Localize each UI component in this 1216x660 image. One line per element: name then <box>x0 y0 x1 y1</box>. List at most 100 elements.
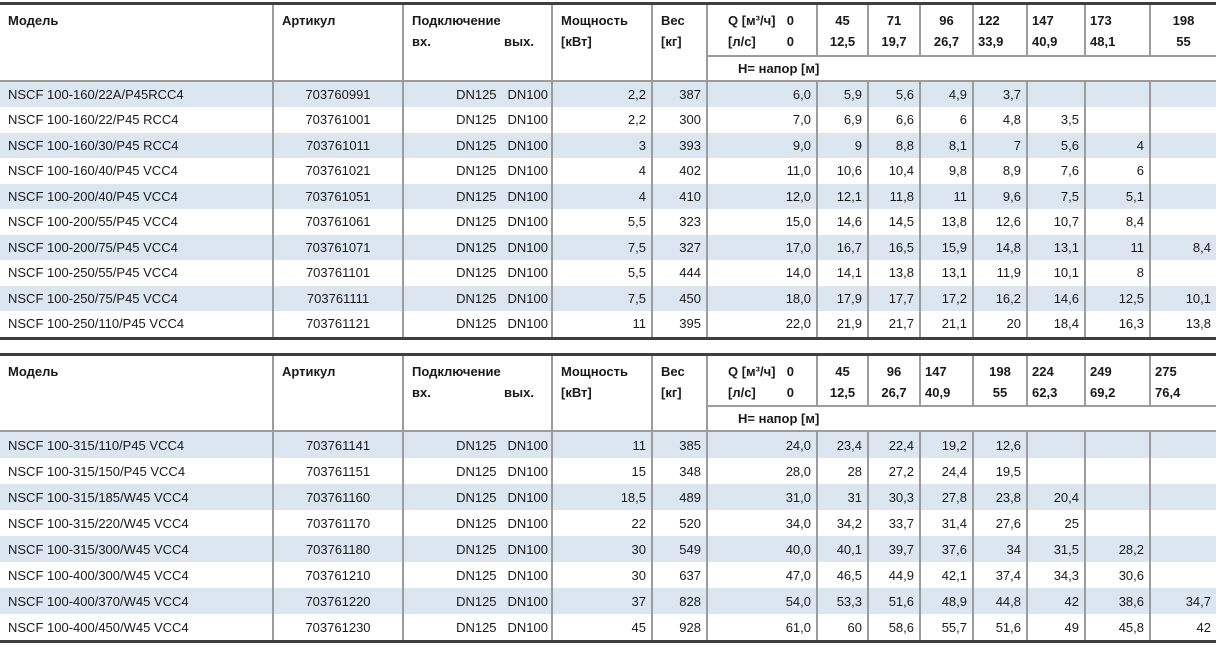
head-value-cell: 19,2 <box>920 431 974 458</box>
power-cell: 5,5 <box>552 260 653 286</box>
connection-outlet-label: вых. <box>504 384 534 400</box>
head-value-cell: 48,9 <box>920 588 974 614</box>
head-value-cell: 11,9 <box>973 260 1028 286</box>
dn-outlet-value: DN100 <box>507 541 548 557</box>
flow-ls-label: [л/с] <box>728 384 756 400</box>
pump-spec-table-2: Модель Артикул Подключение вх. вых. Мощно… <box>0 352 1216 643</box>
connection-cell: DN125 DN100 <box>403 588 553 614</box>
flow-m3h-value: 45 <box>835 13 850 28</box>
flow-column-header: Q [м³/ч] 0 [л/с] 0 <box>707 3 818 57</box>
head-value-cell: 4 <box>1085 132 1151 158</box>
model-cell: NSCF 100-160/40/P45 VCC4 <box>0 158 274 184</box>
head-value-cell: 12,6 <box>973 209 1028 235</box>
head-value-cell: 60 <box>817 614 869 642</box>
head-value-cell <box>1027 458 1086 484</box>
connection-header-label: Подключение <box>412 13 501 28</box>
flow-ls-label: [л/с] <box>728 34 756 49</box>
connection-inlet-label: вх. <box>412 34 431 49</box>
dn-inlet-value: DN125 <box>456 316 497 332</box>
head-value-cell: 49 <box>1027 614 1086 642</box>
weight-cell: 928 <box>652 614 708 642</box>
weight-header-label: Вес <box>661 13 685 28</box>
head-value-cell: 8,1 <box>920 132 974 158</box>
head-value-cell: 34,3 <box>1027 562 1086 588</box>
head-value-cell: 18,4 <box>1027 311 1086 338</box>
flow-ls-value: 19,7 <box>881 34 907 49</box>
head-value-cell: 14,6 <box>1027 285 1086 311</box>
weight-cell: 402 <box>652 158 708 184</box>
flow-header-cell: 45 12,5 <box>817 354 869 407</box>
pump-row: NSCF 100-400/450/W45 VCC4 703761230 DN125 D… <box>0 614 1216 642</box>
article-cell: 703761021 <box>273 158 404 184</box>
head-value-cell: 6,6 <box>868 107 921 133</box>
dn-outlet-value: DN100 <box>507 239 548 255</box>
head-value-cell: 27,2 <box>868 458 921 484</box>
power-header-unit: [кВт] <box>561 384 592 400</box>
head-value-cell: 28,2 <box>1085 536 1151 562</box>
pump-row: NSCF 100-160/40/P45 VCC4 703761021 DN125 DN… <box>0 158 1216 184</box>
power-cell: 7,5 <box>552 234 653 260</box>
dn-outlet-value: DN100 <box>507 290 548 306</box>
head-value-cell <box>1150 458 1216 484</box>
connection-cell: DN125 DN100 <box>403 484 553 510</box>
connection-cell: DN125 DN100 <box>403 614 553 642</box>
head-value-cell: 22,0 <box>707 311 818 338</box>
connection-subheader: вх. вых. <box>404 31 550 52</box>
pump-row: NSCF 100-250/75/P45 VCC4 703761111 DN125 DN… <box>0 285 1216 311</box>
head-value-cell: 6 <box>1085 158 1151 184</box>
head-value-cell: 4,8 <box>973 107 1028 133</box>
head-value-cell: 11 <box>920 183 974 209</box>
power-cell: 7,5 <box>552 285 653 311</box>
head-value-cell: 14,0 <box>707 260 818 286</box>
flow-ls-value: 26,7 <box>881 384 907 400</box>
head-value-cell: 53,3 <box>817 588 869 614</box>
dn-inlet-value: DN125 <box>456 86 497 102</box>
flow-header-cell: 71 19,7 <box>868 3 921 57</box>
weight-header-unit: [кг] <box>661 34 682 49</box>
head-value-cell: 11,0 <box>707 158 818 184</box>
dn-inlet-value: DN125 <box>456 437 497 453</box>
head-value-cell: 8,9 <box>973 158 1028 184</box>
power-cell: 2,2 <box>552 80 653 107</box>
flow-m3h-value: 198 <box>989 363 1011 379</box>
article-cell: 703761011 <box>273 132 404 158</box>
head-value-cell: 6,9 <box>817 107 869 133</box>
article-cell: 703761220 <box>273 588 404 614</box>
pump-row: NSCF 100-315/110/P45 VCC4 703761141 DN125 D… <box>0 431 1216 458</box>
head-value-cell <box>1150 510 1216 536</box>
flow-header-cell: 198 55 <box>1150 3 1216 57</box>
flow-ls-value: 12,5 <box>829 34 856 49</box>
weight-cell: 393 <box>652 132 708 158</box>
connection-cell: DN125 DN100 <box>403 158 553 184</box>
head-value-cell: 46,5 <box>817 562 869 588</box>
power-cell: 4 <box>552 183 653 209</box>
flow-header-cell: 122 33,9 <box>973 3 1028 57</box>
weight-cell: 348 <box>652 458 708 484</box>
model-column-header: Модель <box>0 354 274 432</box>
pump-row: NSCF 100-160/22/P45 RCC4 703761001 DN125 DN… <box>0 107 1216 133</box>
model-cell: NSCF 100-250/75/P45 VCC4 <box>0 285 274 311</box>
connection-cell: DN125 DN100 <box>403 209 553 235</box>
head-value-cell: 28,0 <box>707 458 818 484</box>
model-cell: NSCF 100-315/220/W45 VCC4 <box>0 510 274 536</box>
head-value-cell: 9,8 <box>920 158 974 184</box>
head-value-cell <box>1150 260 1216 286</box>
head-value-cell: 6 <box>920 107 974 133</box>
model-cell: NSCF 100-315/185/W45 VCC4 <box>0 484 274 510</box>
article-cell: 703761001 <box>273 107 404 133</box>
head-value-cell: 21,7 <box>868 311 921 338</box>
power-cell: 4 <box>552 158 653 184</box>
head-value-cell: 14,1 <box>817 260 869 286</box>
pump-row: NSCF 100-315/220/W45 VCC4 703761170 DN125 D… <box>0 510 1216 536</box>
head-value-cell: 9 <box>817 132 869 158</box>
weight-cell: 327 <box>652 234 708 260</box>
dn-outlet-value: DN100 <box>507 316 548 332</box>
flow-ls-value: 76,4 <box>1155 384 1181 400</box>
connection-cell: DN125 DN100 <box>403 431 553 458</box>
head-value-cell: 17,9 <box>817 285 869 311</box>
flow-m3h-value: 224 <box>1032 363 1054 379</box>
head-value-cell: 21,1 <box>920 311 974 338</box>
weight-cell: 450 <box>652 285 708 311</box>
article-cell: 703761121 <box>273 311 404 338</box>
head-value-cell: 51,6 <box>973 614 1028 642</box>
